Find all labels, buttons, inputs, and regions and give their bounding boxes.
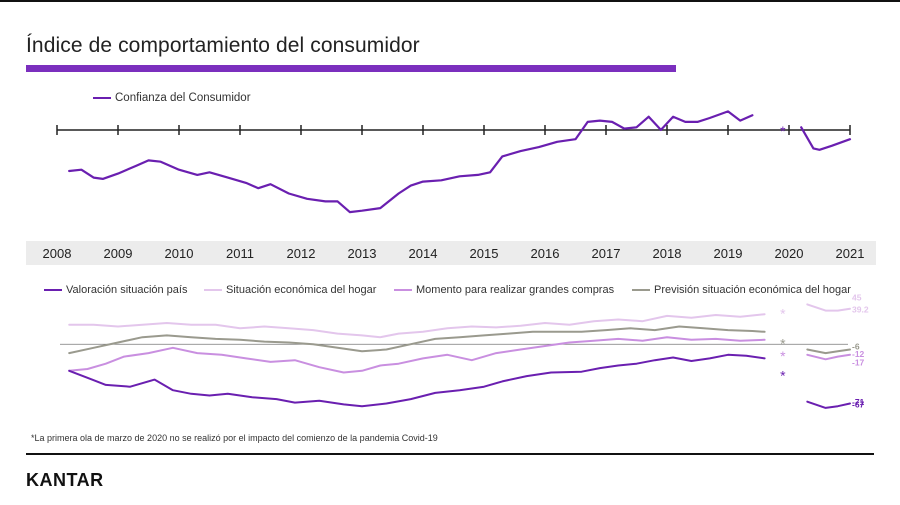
page-title: Índice de comportamiento del consumidor <box>26 34 420 57</box>
bottom-series-momento-para-realizar-grandes-compras-segment-1 <box>68 336 766 374</box>
bottom-value-label-45: 45 <box>852 292 862 302</box>
year-label-2014: 2014 <box>408 246 438 261</box>
legend-item-situacion-hogar: Situación económica del hogar <box>204 284 376 296</box>
legend-item-valoracion: Valoración situación país <box>44 284 187 296</box>
bottom-rule <box>26 453 874 455</box>
year-label-2013: 2013 <box>347 246 377 261</box>
top-series-confianza-del-consumidor-segment-2 <box>800 126 852 151</box>
bottom-series-momento-para-realizar-grandes-compras-segment-2 <box>806 353 851 361</box>
bottom-value-label-71: -71 <box>852 397 865 407</box>
title-accent-bar <box>26 65 676 72</box>
legend-label-prevision: Previsión situación económica del hogar <box>654 284 851 296</box>
year-label-2008: 2008 <box>42 246 72 261</box>
legend-label-confianza: Confianza del Consumidor <box>115 92 251 104</box>
year-label-2016: 2016 <box>530 246 560 261</box>
bottom-annotation-asterisk-momento-para-realizar-grandes-compras: * <box>780 348 786 364</box>
bottom-annotation-asterisk-situacion-economica-del-hogar: * <box>780 305 786 321</box>
year-label-2010: 2010 <box>164 246 194 261</box>
year-label-2009: 2009 <box>103 246 133 261</box>
year-axis-band <box>26 241 876 265</box>
legend-swatch-valoracion <box>44 289 62 291</box>
legend-item-momento-compras: Momento para realizar grandes compras <box>394 284 614 296</box>
year-label-2019: 2019 <box>713 246 743 261</box>
year-label-2018: 2018 <box>652 246 682 261</box>
bottom-value-label-12: -12 <box>852 349 865 359</box>
footnote: *La primera ola de marzo de 2020 no se r… <box>31 433 438 443</box>
year-label-2021: 2021 <box>835 246 865 261</box>
legend-swatch-situacion-hogar <box>204 289 222 291</box>
bottom-series-prevision-situacion-economica-del-hogar-segment-2 <box>806 348 851 355</box>
bottom-series-situacion-economica-del-hogar-segment-2 <box>806 303 851 312</box>
top-rule <box>0 0 900 2</box>
legend-swatch-confianza <box>93 97 111 99</box>
top-series-confianza-del-consumidor-segment-1 <box>68 110 754 214</box>
bottom-series-valoracion-situacion-pais-segment-1 <box>68 353 766 408</box>
bottom-annotation-asterisk-valoracion-situacion-pais: * <box>780 367 786 383</box>
legend-top: Confianza del Consumidor <box>93 92 251 104</box>
legend-item-prevision: Previsión situación económica del hogar <box>632 284 851 296</box>
bottom-value-label-17: -17 <box>852 357 865 367</box>
legend-label-momento-compras: Momento para realizar grandes compras <box>416 284 615 296</box>
year-label-2017: 2017 <box>591 246 621 261</box>
bottom-series-prevision-situacion-economica-del-hogar-segment-1 <box>68 325 766 355</box>
bottom-annotation-asterisk-prevision-situacion-economica-del-hogar: * <box>780 335 786 351</box>
bottom-series-situacion-economica-del-hogar-segment-1 <box>68 313 766 339</box>
year-label-2015: 2015 <box>469 246 499 261</box>
bottom-series-valoracion-situacion-pais-segment-2 <box>806 400 851 409</box>
legend-swatch-prevision <box>632 289 650 291</box>
year-label-2020: 2020 <box>774 246 804 261</box>
legend-label-situacion-hogar: Situación económica del hogar <box>226 284 377 296</box>
year-label-2011: 2011 <box>226 246 254 261</box>
legend-swatch-momento-compras <box>394 289 412 291</box>
bottom-value-label-39-2: 39.2 <box>852 305 869 315</box>
bottom-value-label-67: -67 <box>852 400 865 410</box>
legend-label-valoracion: Valoración situación país <box>66 284 188 296</box>
top-annotation-asterisk: * <box>780 123 786 139</box>
kantar-logo: KANTAR <box>26 470 104 490</box>
year-label-2012: 2012 <box>286 246 316 261</box>
bottom-value-label-6: -6 <box>852 342 860 352</box>
